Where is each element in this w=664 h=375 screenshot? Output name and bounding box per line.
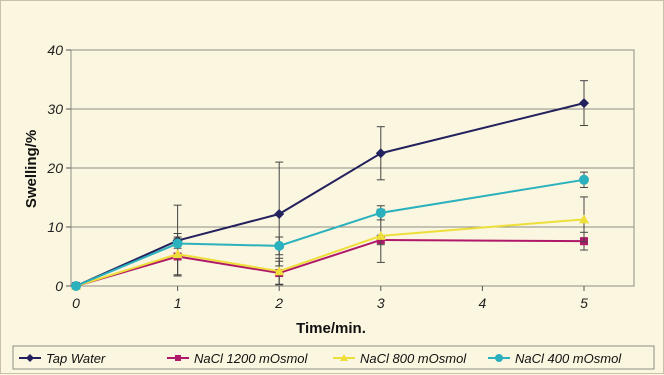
data-point <box>172 249 183 259</box>
legend-marker <box>340 354 348 361</box>
data-point <box>274 209 285 220</box>
x-tick-label-0: 0 <box>72 295 80 311</box>
data-point <box>71 281 81 291</box>
series-3 <box>71 196 589 290</box>
legend-entry-4: NaCl 400 mOsmol <box>488 351 622 366</box>
data-point <box>375 207 386 218</box>
data-point <box>579 174 589 185</box>
x-axis-title: Time/min. <box>296 320 366 337</box>
y-tick-label-20: 20 <box>46 160 63 176</box>
data-point <box>375 230 386 240</box>
data-point <box>375 148 386 159</box>
data-point <box>274 240 285 251</box>
legend-entry-1: Tap Water <box>19 351 106 366</box>
y-tick-label-30: 30 <box>47 101 63 117</box>
data-point <box>274 266 285 276</box>
y-tick-label-10: 10 <box>47 219 63 235</box>
legend-label: Tap Water <box>46 351 106 366</box>
grid-lines <box>71 49 634 228</box>
y-tick-label-40: 40 <box>47 42 63 58</box>
legend-label: NaCl 800 mOsmol <box>360 351 467 366</box>
legend-entry-2: NaCl 1200 mOsmol <box>167 351 309 366</box>
series-layer <box>71 80 589 291</box>
x-tick-label-3: 3 <box>377 295 385 311</box>
y-axis-title: Swelling/% <box>23 130 40 208</box>
x-axis-ticks: 0 1 2 3 4 5 <box>72 286 588 311</box>
legend-marker <box>495 354 503 362</box>
legend-marker <box>175 355 181 361</box>
legend-marker <box>26 354 34 362</box>
legend-entry-3: NaCl 800 mOsmol <box>333 351 467 366</box>
x-tick-label-2: 2 <box>274 295 283 311</box>
y-axis-ticks: 0 10 20 30 40 <box>46 42 71 294</box>
legend: Tap Water NaCl 1200 mOsmol NaCl 800 mOsmol… <box>12 345 655 370</box>
series-4 <box>71 171 589 291</box>
x-tick-label-4: 4 <box>479 295 487 311</box>
data-point <box>579 98 589 109</box>
x-tick-label-5: 5 <box>580 295 588 311</box>
legend-label: NaCl 400 mOsmol <box>515 351 622 366</box>
legend-label: NaCl 1200 mOsmol <box>194 351 309 366</box>
data-point <box>579 214 589 224</box>
x-tick-label-1: 1 <box>174 295 182 311</box>
y-tick-label-0: 0 <box>55 278 63 294</box>
data-point <box>172 238 183 249</box>
